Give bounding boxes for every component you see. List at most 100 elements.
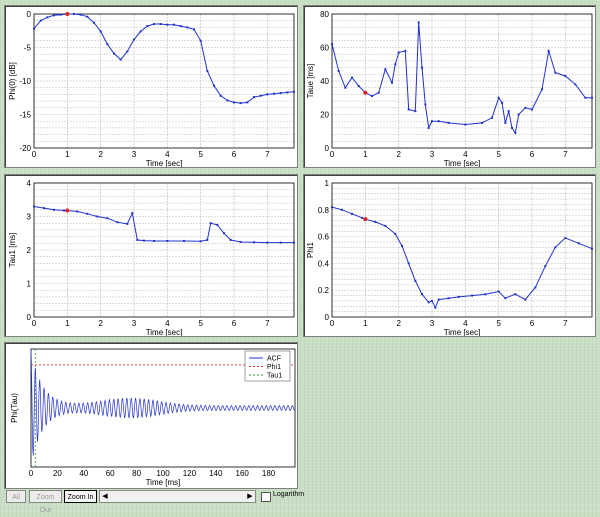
x-axis-label: Time [ms] — [146, 478, 181, 487]
data-point — [239, 102, 242, 105]
x-tick-label: 5 — [198, 319, 203, 328]
x-tick-label: 3 — [132, 319, 137, 328]
data-point — [253, 96, 255, 99]
data-point — [331, 206, 333, 209]
x-tick-label: 0 — [32, 319, 37, 328]
logarithm-checkbox[interactable] — [261, 492, 271, 502]
y-tick-label: 40 — [320, 77, 329, 86]
y-tick-label: 0.8 — [318, 206, 330, 215]
y-tick-label: 0 — [325, 313, 330, 322]
x-tick-label: 1 — [363, 319, 368, 328]
data-point — [421, 293, 423, 296]
data-point — [341, 208, 343, 211]
taue-chart-panel: 0 1 2 3 4 5 6 7 0 20 40 60 80 Time [sec] Taue [ms] — [303, 5, 596, 168]
x-tick-label: 6 — [530, 319, 535, 328]
x-tick-label: 0 — [32, 150, 37, 159]
phi0-chart-panel: 0 1 2 3 4 5 6 7 -20 -15 -10 -5 0 Time [sec] Phi(0) [dB… — [4, 5, 298, 168]
data-point — [33, 27, 35, 30]
x-tick-label: 6 — [232, 150, 237, 159]
data-point — [86, 212, 89, 215]
x-tick-label: 6 — [232, 319, 237, 328]
data-point — [266, 93, 269, 96]
data-point — [371, 95, 373, 98]
data-point — [253, 241, 255, 244]
data-point — [434, 306, 437, 309]
data-point — [511, 126, 513, 129]
data-point — [504, 297, 507, 300]
data-point — [143, 239, 145, 242]
data-point — [584, 96, 587, 99]
x-tick-label: 7 — [563, 150, 568, 159]
data-point — [417, 21, 420, 24]
data-point — [166, 239, 169, 242]
data-point — [524, 298, 527, 301]
data-point — [279, 241, 282, 244]
data-point — [99, 30, 102, 33]
data-point — [126, 50, 129, 53]
scroll-left-icon[interactable]: ◀ — [102, 493, 108, 500]
data-point — [547, 49, 550, 52]
phi0-chart: 0 1 2 3 4 5 6 7 -20 -15 -10 -5 0 Time [sec] Phi(0) [dB… — [8, 10, 295, 167]
x-tick-label: 120 — [183, 469, 197, 478]
series-line — [331, 22, 592, 135]
data-point — [86, 15, 89, 18]
y-axis-label: Phi(Tau) — [10, 393, 19, 423]
y-tick-label: 60 — [320, 44, 329, 53]
current-time-marker — [65, 208, 70, 213]
data-point — [166, 23, 169, 26]
data-point — [394, 232, 397, 235]
data-point — [531, 108, 533, 111]
data-point — [286, 91, 289, 94]
data-point — [491, 116, 493, 119]
data-point — [173, 23, 175, 26]
zoom-out-button[interactable]: Zoom Out — [29, 490, 62, 514]
data-point — [116, 221, 119, 224]
data-point — [131, 212, 134, 215]
data-point — [337, 69, 340, 72]
zoom-in-button[interactable]: Zoom In — [64, 490, 97, 503]
taue-chart: 0 1 2 3 4 5 6 7 0 20 40 60 80 Time [sec] Taue [ms] — [306, 10, 593, 167]
plot-frame — [331, 182, 593, 318]
y-tick-label: 0 — [27, 10, 32, 19]
x-axis-label: Time [sec] — [444, 159, 481, 167]
data-point — [246, 101, 249, 104]
data-point — [266, 241, 269, 244]
scroll-right-icon[interactable]: ▶ — [247, 493, 253, 500]
data-point — [564, 236, 567, 239]
data-point — [106, 217, 109, 220]
x-tick-label: 0 — [29, 469, 34, 478]
data-point — [507, 110, 510, 113]
data-point — [564, 74, 567, 77]
x-tick-label: 60 — [106, 469, 115, 478]
all-button[interactable]: All — [6, 490, 26, 503]
data-point — [199, 240, 202, 243]
x-tick-label: 1 — [363, 150, 368, 159]
data-point — [591, 247, 593, 250]
data-point — [53, 208, 55, 211]
data-point — [351, 76, 353, 79]
x-tick-label: 0 — [330, 319, 335, 328]
acf-chart-panel: 0 20 40 60 80 100 120 140 160 180 Time [ms] Phi(Tau… — [4, 342, 298, 489]
data-point — [213, 84, 215, 87]
data-point — [33, 205, 35, 208]
data-point — [223, 232, 225, 235]
tau1-chart-panel: 0 1 2 3 4 5 6 7 0 1 2 3 4 Time [sec] Tau1 [ms] — [4, 174, 298, 337]
data-point — [199, 39, 202, 42]
data-point — [414, 110, 417, 113]
x-tick-label: 0 — [330, 150, 335, 159]
data-point — [206, 69, 209, 72]
data-point — [391, 81, 393, 84]
data-point — [53, 14, 55, 17]
acf-waveform — [30, 348, 296, 456]
data-point — [229, 238, 232, 241]
data-point — [59, 13, 62, 16]
y-tick-label: 2 — [27, 246, 32, 255]
x-tick-label: 7 — [265, 319, 270, 328]
time-scrollbar[interactable]: ◀ ▶ — [99, 490, 256, 503]
x-tick-label: 5 — [198, 150, 203, 159]
data-point — [394, 63, 397, 66]
data-point — [427, 301, 430, 304]
data-point — [407, 108, 410, 111]
y-tick-label: 0.4 — [318, 259, 330, 268]
